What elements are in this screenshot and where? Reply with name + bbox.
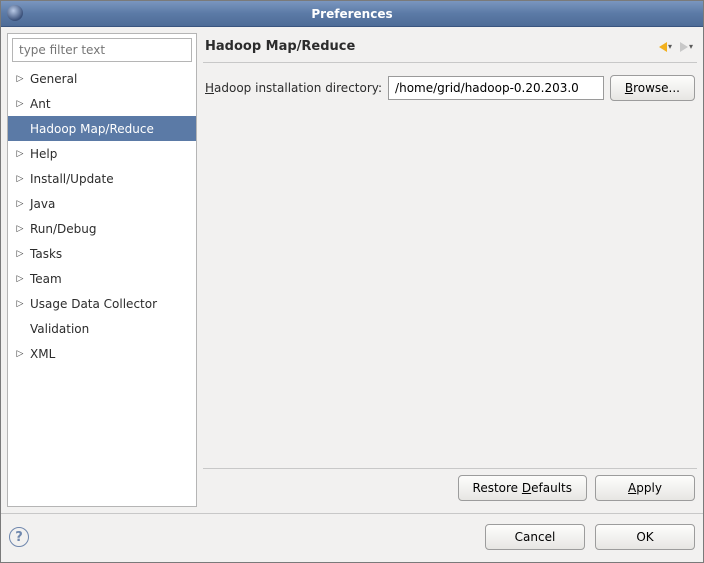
expand-arrow-icon[interactable]: ▷ xyxy=(14,73,26,85)
content-header: Hadoop Map/Reduce ▾ ▾ xyxy=(203,33,697,63)
restore-defaults-button[interactable]: Restore Defaults xyxy=(458,475,587,501)
filter-input[interactable] xyxy=(12,38,192,62)
tree-item-label: Java xyxy=(30,197,55,211)
expand-arrow-icon[interactable]: ▷ xyxy=(14,248,26,260)
install-dir-row: Hadoop installation directory: Browse... xyxy=(205,75,695,101)
tree-item-label: Ant xyxy=(30,97,51,111)
tree-item[interactable]: ▷ Tasks xyxy=(8,241,196,266)
tree-item-label: Run/Debug xyxy=(30,222,97,236)
tree-item-label: Hadoop Map/Reduce xyxy=(30,122,154,136)
ok-button[interactable]: OK xyxy=(595,524,695,550)
titlebar[interactable]: Preferences xyxy=(1,1,703,27)
main-area: ▷ General ▷ Ant Hadoop Map/Reduce ▷ Help ▷ Insta… xyxy=(1,27,703,513)
tree-item[interactable]: ▷ Usage Data Collector xyxy=(8,291,196,316)
expand-arrow-icon[interactable]: ▷ xyxy=(14,198,26,210)
tree-item[interactable]: ▷ XML xyxy=(8,341,196,366)
form-area: Hadoop installation directory: Browse... xyxy=(203,63,697,468)
content-footer: Restore Defaults Apply xyxy=(203,468,697,507)
tree-item[interactable]: ▷ Run/Debug xyxy=(8,216,196,241)
tree-item-label: Team xyxy=(30,272,62,286)
tree-item[interactable]: ▷ General xyxy=(8,66,196,91)
dialog-body: ▷ General ▷ Ant Hadoop Map/Reduce ▷ Help ▷ Insta… xyxy=(1,27,703,562)
nav-forward-icon[interactable]: ▾ xyxy=(680,42,693,52)
help-icon[interactable]: ? xyxy=(9,527,29,547)
expand-arrow-icon[interactable]: ▷ xyxy=(14,173,26,185)
content-area: Hadoop Map/Reduce ▾ ▾ Hadoop installatio… xyxy=(203,33,697,507)
tree-item-label: Tasks xyxy=(30,247,62,261)
tree-item[interactable]: Validation xyxy=(8,316,196,341)
dialog-footer: ? Cancel OK xyxy=(1,513,703,562)
filter-wrap xyxy=(8,34,196,62)
cancel-button[interactable]: Cancel xyxy=(485,524,585,550)
tree-item-label: General xyxy=(30,72,77,86)
expand-arrow-icon[interactable]: ▷ xyxy=(14,273,26,285)
tree-item-label: Install/Update xyxy=(30,172,114,186)
browse-button[interactable]: Browse... xyxy=(610,75,695,101)
sidebar: ▷ General ▷ Ant Hadoop Map/Reduce ▷ Help ▷ Insta… xyxy=(7,33,197,507)
tree-item-label: XML xyxy=(30,347,55,361)
preferences-tree[interactable]: ▷ General ▷ Ant Hadoop Map/Reduce ▷ Help ▷ Insta… xyxy=(8,62,196,506)
page-title: Hadoop Map/Reduce xyxy=(205,39,355,54)
install-dir-input[interactable] xyxy=(388,76,604,100)
tree-item-label: Usage Data Collector xyxy=(30,297,157,311)
install-dir-label: Hadoop installation directory: xyxy=(205,81,382,95)
preferences-window: Preferences ▷ General ▷ Ant Hadoop Map/Reduc… xyxy=(0,0,704,563)
tree-item[interactable]: ▷ Install/Update xyxy=(8,166,196,191)
tree-item[interactable]: ▷ Ant xyxy=(8,91,196,116)
expand-arrow-icon xyxy=(14,323,26,335)
expand-arrow-icon[interactable]: ▷ xyxy=(14,348,26,360)
expand-arrow-icon[interactable]: ▷ xyxy=(14,223,26,235)
window-title: Preferences xyxy=(311,7,392,21)
nav-back-icon[interactable]: ▾ xyxy=(659,42,672,52)
tree-item[interactable]: ▷ Help xyxy=(8,141,196,166)
dialog-buttons: Cancel OK xyxy=(485,524,695,550)
expand-arrow-icon[interactable]: ▷ xyxy=(14,298,26,310)
tree-item-label: Help xyxy=(30,147,57,161)
tree-item[interactable]: ▷ Java xyxy=(8,191,196,216)
expand-arrow-icon[interactable]: ▷ xyxy=(14,98,26,110)
expand-arrow-icon[interactable]: ▷ xyxy=(14,148,26,160)
apply-button[interactable]: Apply xyxy=(595,475,695,501)
expand-arrow-icon xyxy=(14,123,26,135)
tree-item[interactable]: Hadoop Map/Reduce xyxy=(8,116,196,141)
nav-arrows: ▾ ▾ xyxy=(659,42,695,52)
app-icon xyxy=(7,5,23,21)
tree-item[interactable]: ▷ Team xyxy=(8,266,196,291)
tree-item-label: Validation xyxy=(30,322,89,336)
